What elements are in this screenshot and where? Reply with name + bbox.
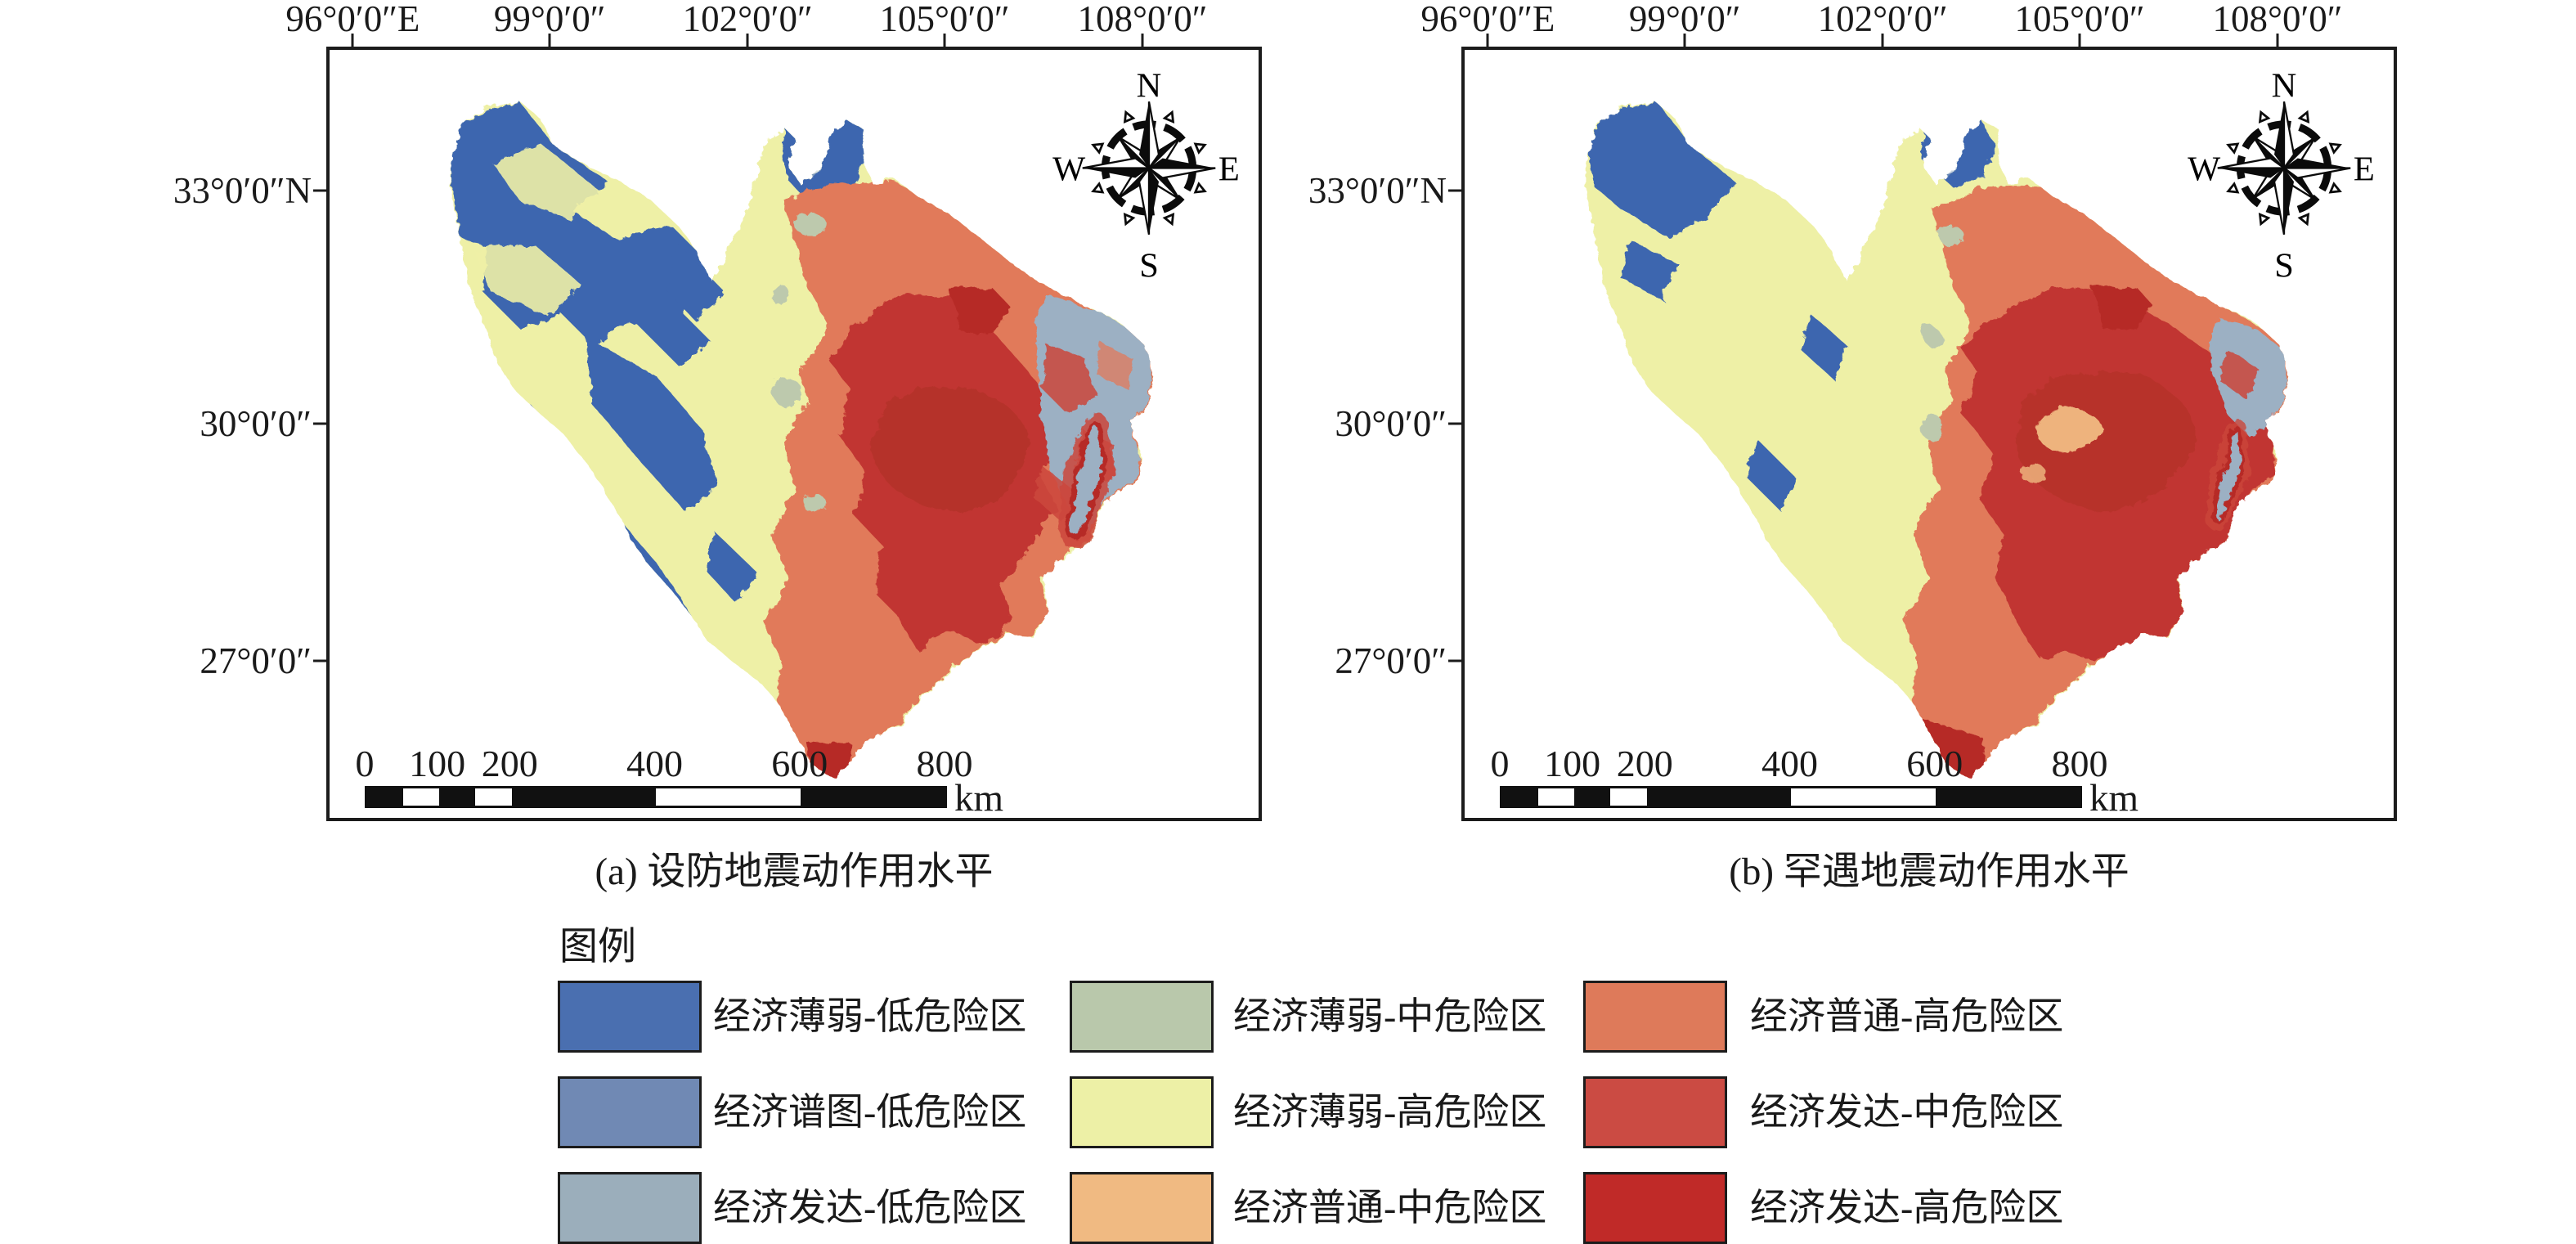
compass-east-label: E (1218, 150, 1240, 188)
scale-bar-tick-label: 400 (1761, 743, 1818, 784)
legend-label: 经济薄弱-中危险区 (1233, 995, 1547, 1037)
compass-rose: N S W E (1052, 67, 1240, 281)
scale-bar-segment (1574, 788, 1611, 806)
latitude-tick (1448, 189, 1461, 192)
compass-north-label: N (1137, 67, 1162, 106)
legend-swatch (1583, 981, 1727, 1053)
scale-bar-tick-label: 0 (1490, 743, 1510, 784)
longitude-tick-label: 99°0′0″ (1628, 0, 1741, 39)
compass-west-label: W (1052, 150, 1085, 188)
latitude-tick (1448, 422, 1461, 425)
legend-swatch (558, 1172, 702, 1244)
scale-bar-segment (475, 788, 512, 806)
scale-bar-segment (1646, 788, 1791, 806)
legend-label: 经济发达-低危险区 (713, 1187, 1027, 1228)
legend-label: 经济薄弱-低危险区 (713, 995, 1027, 1037)
scale-bar-tick-label: 200 (1616, 743, 1673, 784)
scale-bar-tick-label: 0 (355, 743, 375, 784)
map-image-a (450, 100, 1155, 777)
scale-bar-tick-label: 800 (916, 743, 973, 784)
latitude-tick-label: 33°0′0″N (173, 169, 312, 211)
scale-bar-segment (1502, 788, 1539, 806)
map-image-b (1585, 100, 2290, 777)
legend-label: 经济发达-中危险区 (1750, 1091, 2064, 1133)
compass-south-label: S (1139, 246, 1159, 281)
legend-swatch (1070, 1172, 1214, 1244)
scale-bar-segment (800, 788, 945, 806)
longitude-tick (746, 34, 749, 47)
scale-bar-tick-label: 200 (481, 743, 538, 784)
longitude-tick (2276, 34, 2279, 47)
scale-bar-segment (511, 788, 656, 806)
latitude-tick (313, 659, 326, 662)
scale-bar-tick-label: 600 (771, 743, 828, 784)
legend-swatch (1070, 981, 1214, 1053)
scale-bar-segment (1610, 788, 1647, 806)
longitude-tick (943, 34, 946, 47)
longitude-tick-label: 105°0′0″ (879, 0, 1010, 39)
longitude-tick (1683, 34, 1686, 47)
longitude-tick-label: 96°0′0″E (1420, 0, 1555, 39)
legend-swatch (1583, 1172, 1727, 1244)
longitude-tick-label: 108°0′0″ (1077, 0, 1208, 39)
scale-bar-segment (367, 788, 404, 806)
scale-bar-segment (439, 788, 476, 806)
legend-swatch (1583, 1076, 1727, 1148)
scale-bar-segment (403, 788, 440, 806)
scale-bar-tick-label: 100 (1544, 743, 1601, 784)
longitude-tick (1486, 34, 1489, 47)
legend-title: 图例 (559, 926, 636, 968)
scale-bar-unit: km (2089, 777, 2139, 820)
longitude-tick-label: 102°0′0″ (1817, 0, 1948, 39)
legend-swatch (558, 981, 702, 1053)
scale-bar-unit: km (954, 777, 1004, 820)
latitude-tick-label: 27°0′0″ (1335, 640, 1447, 681)
longitude-tick-label: 102°0′0″ (682, 0, 813, 39)
legend-label: 经济普通-高危险区 (1750, 995, 2064, 1037)
latitude-tick-label: 30°0′0″ (1335, 403, 1447, 445)
scale-bar-tick-label: 800 (2051, 743, 2108, 784)
panel-caption-a: (a) 设防地震动作用水平 (595, 851, 994, 893)
longitude-tick (2078, 34, 2081, 47)
legend-swatch (1070, 1076, 1214, 1148)
latitude-tick (313, 189, 326, 192)
scale-bar-tick-label: 600 (1906, 743, 1963, 784)
legend-label: 经济薄弱-高危险区 (1233, 1091, 1547, 1133)
compass-north-label: N (2272, 67, 2297, 106)
scale-bar (1500, 786, 2082, 808)
scale-bar-tick-label: 400 (626, 743, 683, 784)
scale-bar-segment (1538, 788, 1575, 806)
latitude-tick-label: 30°0′0″ (200, 403, 312, 445)
longitude-tick-label: 96°0′0″E (285, 0, 420, 39)
scale-bar (365, 786, 947, 808)
longitude-tick (548, 34, 551, 47)
longitude-tick-label: 108°0′0″ (2212, 0, 2343, 39)
longitude-tick (1141, 34, 1144, 47)
latitude-tick (1448, 659, 1461, 662)
map-panel-b: N S W E 96°0′0″E 99°0′0″ 102°0′0″ 105°0′0″ 1… (1308, 0, 2397, 821)
scale-bar-segment (1935, 788, 2080, 806)
latitude-tick (313, 422, 326, 425)
compass-rose: N S W E (2188, 67, 2375, 281)
latitude-tick-label: 33°0′0″N (1308, 169, 1447, 211)
map-panel-a: N S W E 96°0′0″E 99°0′0″ 102°0′0″ 105°0′0″ 1… (173, 0, 1262, 821)
scale-bar-segment (656, 788, 801, 806)
legend-label: 经济普通-中危险区 (1233, 1187, 1547, 1228)
longitude-tick-label: 105°0′0″ (2014, 0, 2145, 39)
compass-east-label: E (2354, 150, 2375, 188)
legend-label: 经济发达-高危险区 (1750, 1187, 2064, 1228)
longitude-tick (351, 34, 354, 47)
panel-caption-b: (b) 罕遇地震动作用水平 (1729, 851, 2129, 893)
legend-label: 经济谱图-低危险区 (713, 1091, 1027, 1133)
longitude-tick-label: 99°0′0″ (493, 0, 606, 39)
legend-swatch (558, 1076, 702, 1148)
longitude-tick (1881, 34, 1884, 47)
compass-south-label: S (2274, 246, 2294, 281)
scale-bar-tick-label: 100 (409, 743, 466, 784)
latitude-tick-label: 27°0′0″ (200, 640, 312, 681)
compass-west-label: W (2188, 150, 2220, 188)
scale-bar-segment (1791, 788, 1936, 806)
